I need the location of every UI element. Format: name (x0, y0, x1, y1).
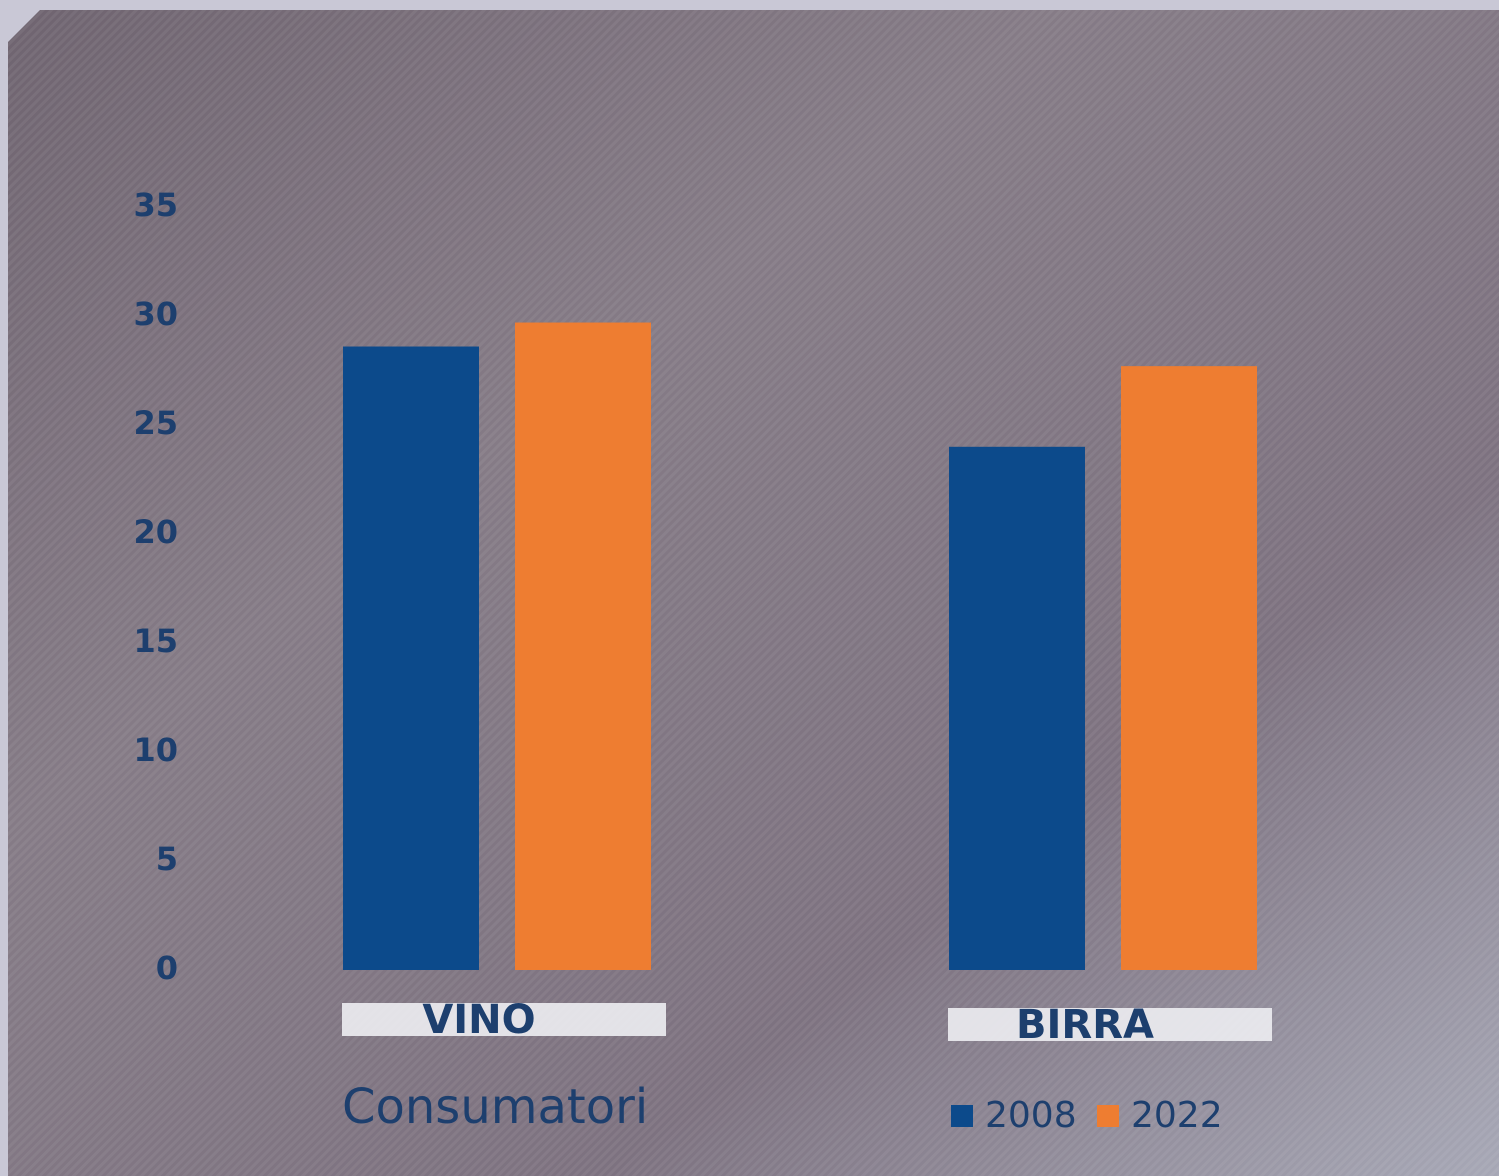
legend-label: 2008 (985, 1095, 1077, 1136)
bar (343, 346, 479, 970)
legend-swatch (951, 1105, 973, 1127)
bar (515, 322, 651, 970)
bar (949, 446, 1085, 970)
x-tick-label: VINO (422, 997, 535, 1043)
category-label-box (948, 1008, 1272, 1041)
category-label-box (342, 1003, 666, 1036)
y-tick-label: 20 (133, 513, 178, 551)
x-tick-label: BIRRA (1016, 1002, 1154, 1048)
y-tick-label: 0 (156, 949, 178, 987)
bar (1121, 366, 1257, 970)
legend-label: 2022 (1131, 1095, 1223, 1136)
y-tick-label: 10 (133, 731, 178, 769)
y-tick-label: 5 (156, 840, 178, 878)
x-axis-label: Consumatori (342, 1079, 648, 1135)
y-tick-label: 35 (133, 186, 178, 224)
background-texture (8, 10, 1499, 1176)
y-tick-label: 25 (133, 404, 178, 442)
y-tick-label: 30 (133, 295, 178, 333)
legend-swatch (1097, 1105, 1119, 1127)
y-tick-label: 15 (133, 622, 178, 660)
